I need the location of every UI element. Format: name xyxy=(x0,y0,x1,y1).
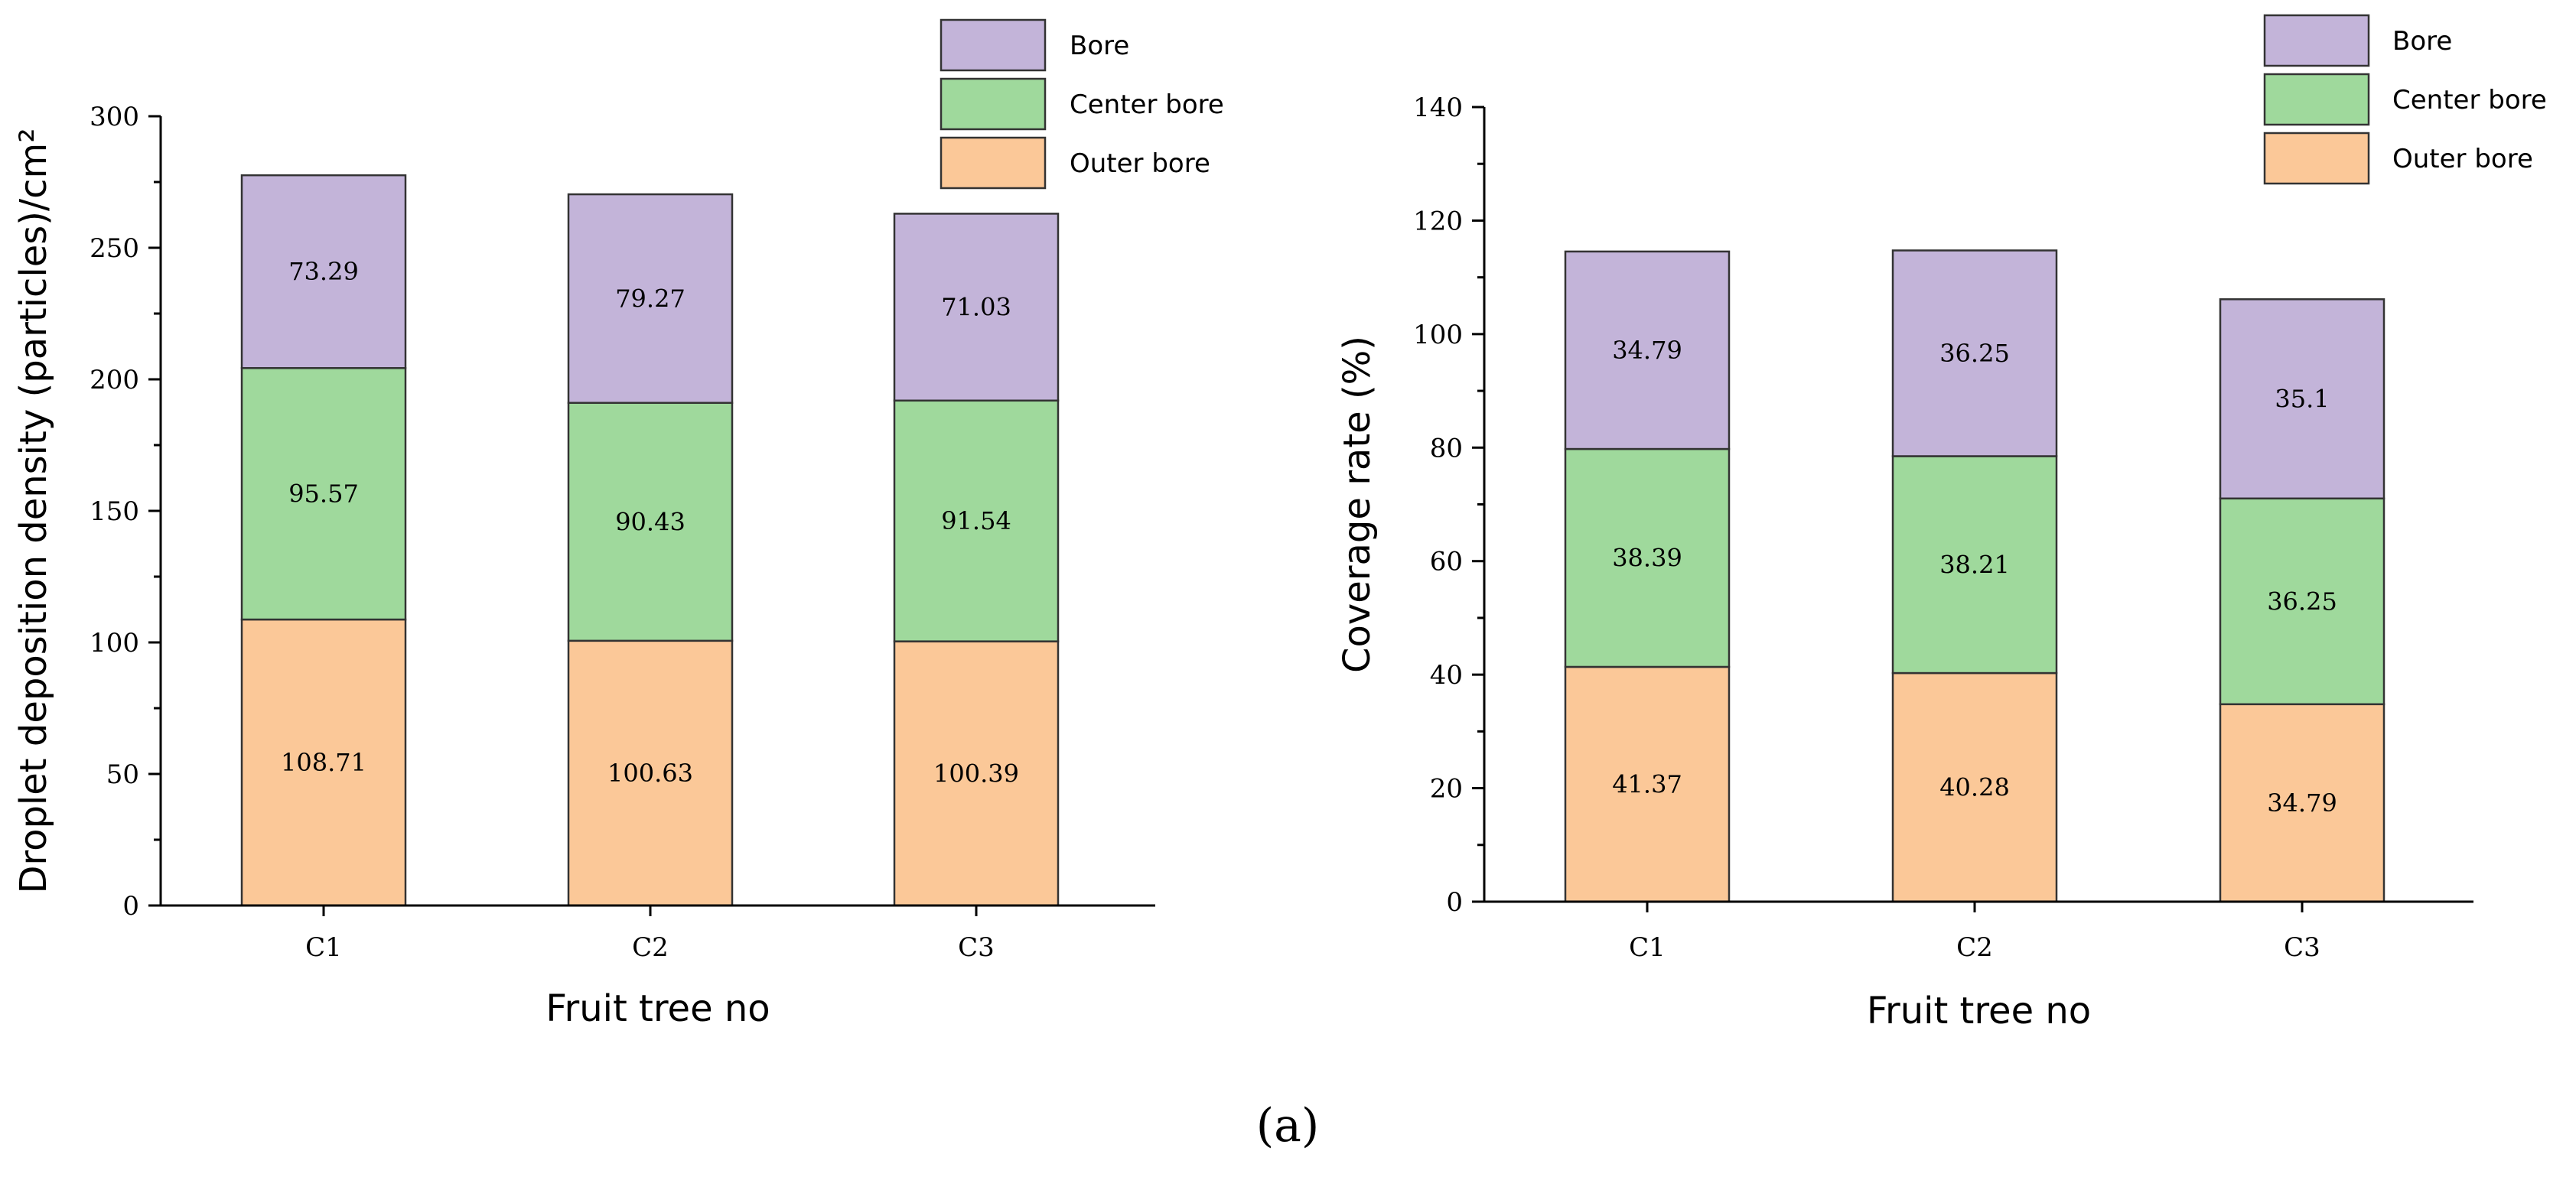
x-tick-label: C2 xyxy=(1956,932,1993,963)
y-tick-label: 80 xyxy=(1430,433,1463,463)
y-tick-label: 140 xyxy=(1413,93,1463,123)
y-tick-label: 0 xyxy=(1446,887,1463,918)
y-tick-label: 40 xyxy=(1430,660,1463,691)
legend-label: Center bore xyxy=(1070,89,1224,120)
bar-center-bore-c2 xyxy=(567,402,734,642)
bar-center-bore-c1 xyxy=(1564,447,1731,668)
x-tick-label: C3 xyxy=(958,932,995,963)
y-tick-label: 300 xyxy=(90,102,139,132)
x-axis-title: Fruit tree no xyxy=(545,987,770,1030)
bar-center-bore-c2 xyxy=(1891,455,2058,675)
y-axis-title: Droplet deposition density (particles)/c… xyxy=(12,128,55,893)
data-label: 108.71 xyxy=(281,748,366,777)
bar-bore-c1 xyxy=(1564,250,1731,450)
bar-outer-bore-c1 xyxy=(240,618,407,907)
legend-swatch-bore xyxy=(2263,14,2370,67)
legend-swatch-outer-bore xyxy=(2263,132,2370,185)
y-tick-label: 60 xyxy=(1430,547,1463,577)
bar-outer-bore-c3 xyxy=(2219,703,2385,903)
figure-caption: (a) xyxy=(1256,1099,1320,1153)
y-axis-title: Coverage rate (%) xyxy=(1336,336,1379,673)
y-tick-label: 120 xyxy=(1413,206,1463,236)
data-label: 38.39 xyxy=(1612,544,1682,573)
y-tick-label: 200 xyxy=(90,365,139,395)
data-label: 36.25 xyxy=(1939,339,2010,368)
x-tick-label: C1 xyxy=(305,932,342,963)
legend-label: Bore xyxy=(2392,26,2452,57)
legend-label: Center bore xyxy=(2392,85,2547,115)
y-tick-label: 50 xyxy=(106,759,139,790)
bar-center-bore-c1 xyxy=(240,367,407,621)
bar-bore-c2 xyxy=(567,193,734,405)
legend-swatch-center-bore xyxy=(940,77,1047,131)
x-tick-label: C2 xyxy=(632,932,669,963)
bar-bore-c2 xyxy=(1891,249,2058,457)
data-label: 41.37 xyxy=(1612,769,1682,798)
data-label: 35.1 xyxy=(2275,385,2329,414)
data-label: 90.43 xyxy=(615,507,686,536)
y-tick-label: 250 xyxy=(90,233,139,264)
legend-swatch-center-bore xyxy=(2263,73,2370,126)
y-tick-label: 100 xyxy=(1413,320,1463,350)
bar-bore-c3 xyxy=(2219,298,2385,500)
bar-bore-c3 xyxy=(893,213,1060,402)
deposition-density-chart: 108.71 95.57 73.29 C1 100.63 90.43 79.27 C2 100.… xyxy=(12,18,1224,1030)
legend-label: Outer bore xyxy=(1070,148,1210,179)
y-tick-label: 0 xyxy=(122,891,139,922)
data-label: 95.57 xyxy=(288,480,359,509)
y-tick-label: 20 xyxy=(1430,774,1463,805)
data-label: 100.63 xyxy=(607,759,693,788)
bar-outer-bore-c2 xyxy=(567,639,734,907)
data-label: 100.39 xyxy=(933,759,1019,788)
data-label: 73.29 xyxy=(288,257,359,286)
data-label: 38.21 xyxy=(1939,550,2010,579)
data-label: 34.79 xyxy=(2267,788,2337,818)
data-label: 34.79 xyxy=(1612,336,1682,365)
data-label: 40.28 xyxy=(1939,773,2010,802)
data-label: 79.27 xyxy=(615,284,686,313)
legend-swatch-outer-bore xyxy=(940,136,1047,190)
coverage-rate-chart: 41.37 38.39 34.79 C1 40.28 38.21 36.25 C2 34.79 3… xyxy=(1336,14,2547,1032)
y-tick-label: 150 xyxy=(90,496,139,527)
x-axis-title: Fruit tree no xyxy=(1867,990,2091,1032)
y-tick-label: 100 xyxy=(90,628,139,658)
legend-swatch-bore xyxy=(940,18,1047,72)
bar-outer-bore-c1 xyxy=(1564,665,1731,903)
data-label: 71.03 xyxy=(941,293,1011,322)
bar-center-bore-c3 xyxy=(893,399,1060,642)
data-label: 36.25 xyxy=(2267,587,2337,616)
x-tick-label: C3 xyxy=(2284,932,2320,963)
bar-outer-bore-c3 xyxy=(893,640,1060,907)
bar-outer-bore-c2 xyxy=(1891,671,2058,903)
data-label: 91.54 xyxy=(941,506,1011,535)
x-tick-label: C1 xyxy=(1629,932,1666,963)
bar-bore-c1 xyxy=(240,174,407,369)
legend-label: Bore xyxy=(1070,31,1129,61)
bar-center-bore-c3 xyxy=(2219,497,2385,706)
legend-label: Outer bore xyxy=(2392,144,2533,174)
